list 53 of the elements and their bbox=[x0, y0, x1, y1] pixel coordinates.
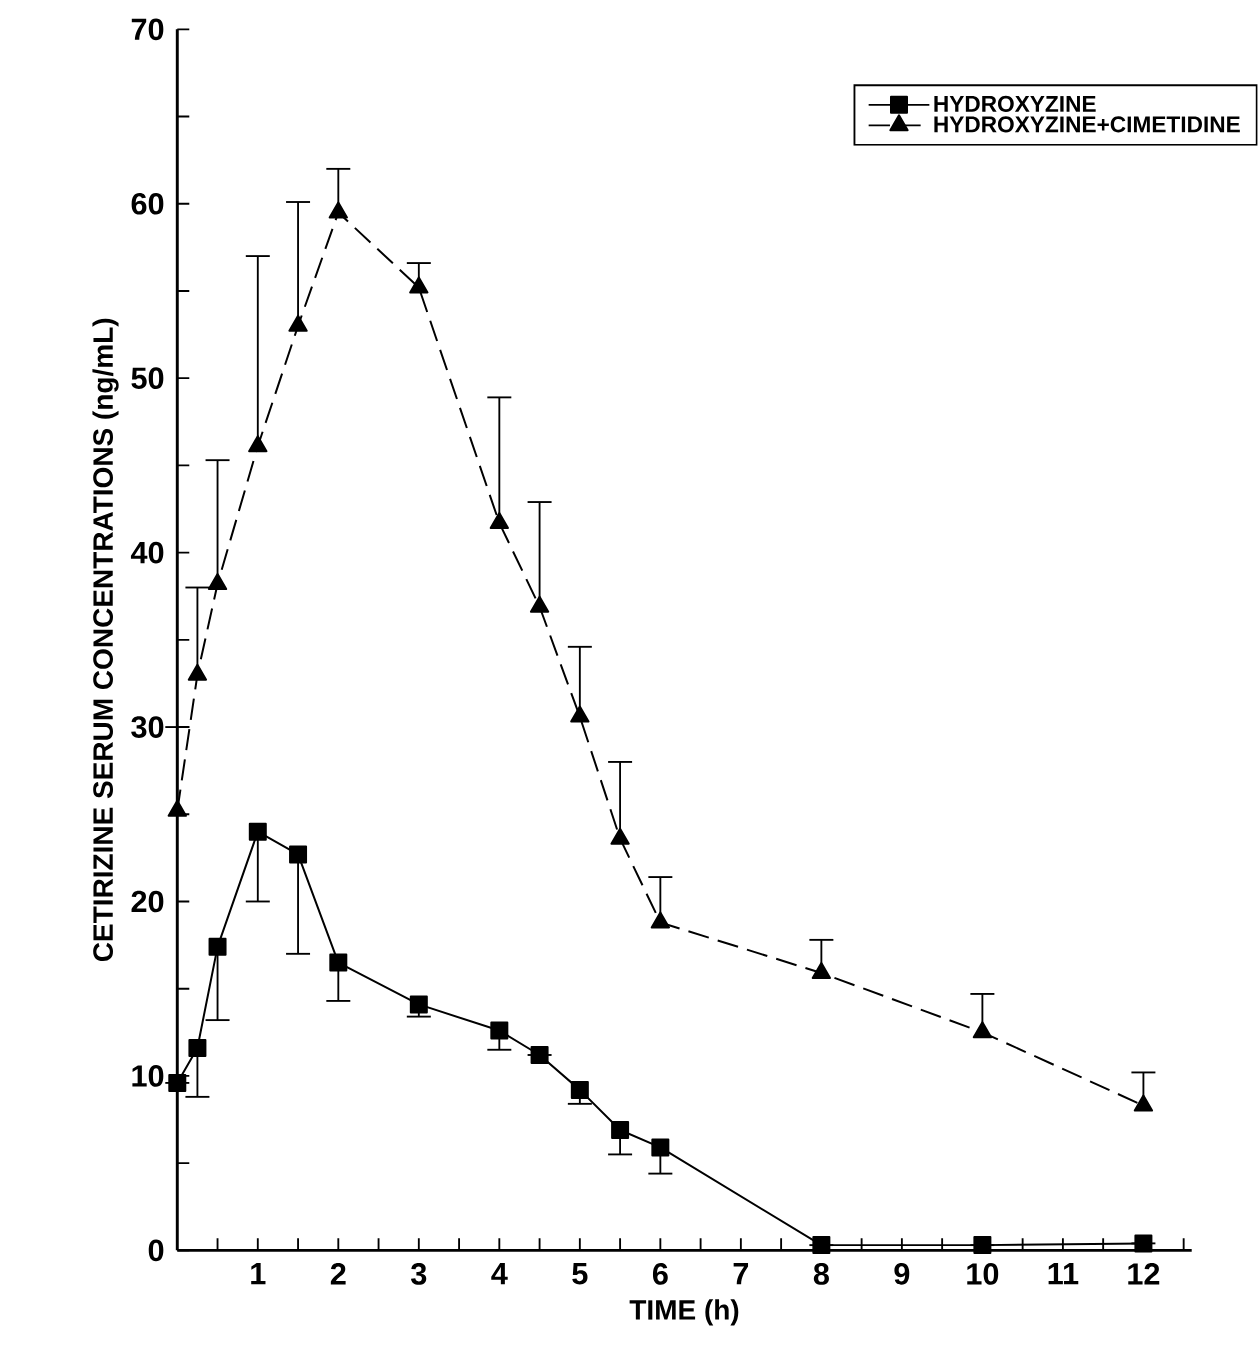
x-tick-label: 12 bbox=[1128, 1263, 1160, 1285]
point bbox=[328, 201, 349, 219]
x-axis-title: TIME (h) bbox=[629, 1299, 739, 1326]
x-tick-label: 1 bbox=[251, 1263, 266, 1285]
x-tick-label: 7 bbox=[733, 1263, 749, 1285]
x-tick-label: 3 bbox=[411, 1263, 427, 1285]
y-tick-label: 30 bbox=[131, 716, 164, 738]
point bbox=[571, 1080, 590, 1099]
legend-label: HYDROXYZINE bbox=[934, 95, 1096, 112]
point bbox=[490, 1021, 509, 1040]
point bbox=[651, 1138, 670, 1157]
y-tick-label: 20 bbox=[131, 890, 164, 913]
x-tick-label: 11 bbox=[1048, 1263, 1079, 1285]
point bbox=[650, 911, 671, 929]
x-tick-label: 8 bbox=[814, 1263, 830, 1285]
point bbox=[288, 314, 308, 332]
point bbox=[329, 953, 348, 972]
x-tick-label: 2 bbox=[331, 1263, 346, 1285]
x-tick-label: 4 bbox=[491, 1263, 508, 1285]
point bbox=[208, 937, 227, 956]
point bbox=[289, 845, 308, 864]
point bbox=[410, 995, 428, 1014]
point bbox=[530, 1045, 549, 1064]
y-tick-label: 50 bbox=[131, 367, 164, 390]
point bbox=[489, 511, 510, 529]
point bbox=[188, 1039, 207, 1058]
point bbox=[812, 1236, 831, 1255]
y-tick-label: 0 bbox=[148, 1239, 164, 1262]
point bbox=[972, 1021, 993, 1039]
point bbox=[409, 276, 429, 294]
point bbox=[973, 1236, 992, 1255]
point bbox=[248, 435, 268, 453]
x-tick-label: 6 bbox=[653, 1263, 668, 1285]
x-tick-label: 5 bbox=[572, 1263, 588, 1285]
point bbox=[570, 705, 590, 723]
y-tick-label: 60 bbox=[131, 192, 164, 215]
point bbox=[1134, 1234, 1153, 1253]
y-tick-label: 40 bbox=[131, 541, 164, 564]
point bbox=[610, 827, 630, 845]
legend-label: HYDROXYZINE+CIMETIDINE bbox=[934, 116, 1241, 133]
point bbox=[248, 822, 267, 841]
point bbox=[168, 1073, 187, 1092]
point bbox=[208, 573, 228, 591]
point bbox=[167, 799, 188, 817]
y-tick-label: 10 bbox=[132, 1065, 164, 1087]
point bbox=[611, 1121, 630, 1139]
x-tick-label: 10 bbox=[967, 1263, 999, 1285]
x-tick-label: 9 bbox=[894, 1263, 910, 1285]
y-tick-label: 70 bbox=[131, 18, 164, 41]
y-axis-title: CETIRIZINE SERUM CONCENTRATIONS (ng/mL) bbox=[92, 318, 119, 962]
point bbox=[530, 595, 550, 613]
point bbox=[811, 962, 832, 980]
point bbox=[187, 663, 208, 681]
